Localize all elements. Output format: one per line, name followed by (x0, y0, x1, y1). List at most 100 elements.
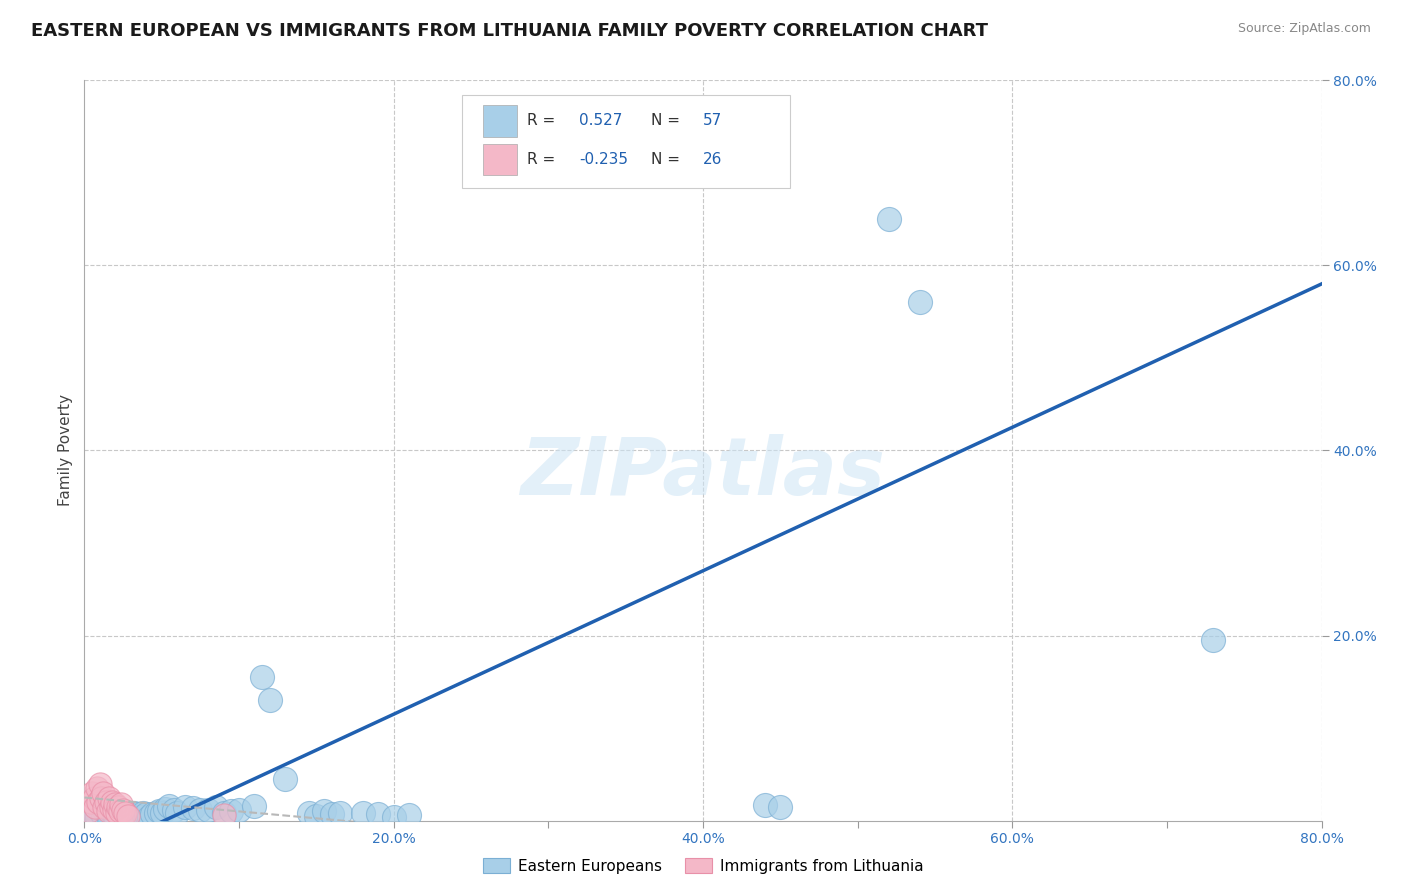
Point (104, 797, 127, 811)
Point (89, 776, 111, 791)
Point (114, 805, 136, 820)
Point (174, 799, 197, 814)
Text: 26: 26 (703, 152, 723, 167)
Point (90, 790, 112, 805)
Text: 0.527: 0.527 (579, 113, 623, 128)
Text: R =: R = (527, 113, 561, 128)
Point (83, 790, 105, 805)
Text: N =: N = (651, 113, 685, 128)
Point (100, 805, 122, 819)
FancyBboxPatch shape (461, 95, 790, 187)
Point (219, 805, 242, 819)
Point (305, 809, 328, 823)
Point (108, 805, 131, 819)
Point (108, 807, 131, 822)
Point (163, 803, 186, 817)
Point (135, 807, 157, 822)
Point (181, 800, 204, 814)
Point (96, 805, 118, 819)
Point (382, 810, 405, 824)
Point (125, 807, 148, 822)
Point (328, 806, 352, 821)
Point (107, 799, 129, 814)
Point (228, 803, 250, 817)
Point (94, 795, 117, 809)
Point (96, 806, 118, 821)
Point (243, 798, 266, 813)
Point (259, 693, 281, 707)
Text: -0.235: -0.235 (579, 152, 628, 167)
Point (93, 803, 115, 817)
FancyBboxPatch shape (482, 105, 517, 136)
Point (87, 795, 110, 809)
Text: ZIPatlas: ZIPatlas (520, 434, 886, 512)
Point (212, 806, 235, 821)
Point (129, 810, 152, 824)
Y-axis label: Family Poverty: Family Poverty (58, 394, 73, 507)
Point (117, 808, 139, 822)
Text: N =: N = (651, 152, 685, 167)
Point (122, 806, 145, 821)
Point (98, 811, 121, 825)
Point (114, 806, 136, 821)
Point (321, 807, 343, 822)
Point (77, 809, 100, 823)
Text: R =: R = (527, 152, 561, 167)
Point (104, 809, 127, 823)
Legend: Eastern Europeans, Immigrants from Lithuania: Eastern Europeans, Immigrants from Lithu… (477, 852, 929, 880)
Point (82, 806, 104, 821)
Point (86, 810, 108, 824)
Point (274, 772, 297, 786)
Point (352, 806, 374, 821)
Point (79, 795, 101, 809)
Point (77, 805, 100, 819)
Point (91, 786, 114, 800)
Point (132, 806, 155, 821)
Point (98, 790, 121, 805)
Point (141, 807, 163, 822)
Point (205, 799, 228, 814)
Point (148, 805, 170, 819)
Point (89, 805, 111, 819)
Point (212, 808, 235, 822)
Point (112, 810, 135, 824)
Point (110, 797, 132, 811)
Point (100, 799, 122, 814)
Point (112, 803, 135, 817)
Point (120, 810, 142, 824)
Point (105, 806, 128, 821)
Point (117, 809, 139, 823)
Point (367, 807, 389, 822)
Point (159, 798, 180, 813)
Point (166, 806, 188, 821)
Point (769, 799, 792, 814)
Point (188, 803, 211, 817)
Text: 57: 57 (703, 113, 723, 128)
Point (877, 212, 900, 227)
Point (908, 295, 931, 310)
Point (86, 781, 108, 796)
Point (312, 805, 335, 819)
FancyBboxPatch shape (482, 144, 517, 175)
Point (197, 804, 219, 818)
Point (103, 803, 125, 817)
Point (101, 795, 124, 809)
Point (82, 786, 104, 800)
Point (297, 806, 319, 821)
Point (145, 806, 167, 821)
Point (138, 810, 160, 824)
Point (150, 806, 173, 821)
Point (250, 670, 273, 684)
Text: EASTERN EUROPEAN VS IMMIGRANTS FROM LITHUANIA FAMILY POVERTY CORRELATION CHART: EASTERN EUROPEAN VS IMMIGRANTS FROM LITH… (31, 22, 988, 40)
Point (754, 797, 776, 812)
Point (84, 808, 107, 822)
Point (1202, 633, 1225, 648)
Point (398, 808, 420, 822)
Point (91, 808, 114, 822)
Point (103, 807, 125, 822)
Text: Source: ZipAtlas.com: Source: ZipAtlas.com (1237, 22, 1371, 36)
Point (107, 805, 129, 820)
Point (84, 799, 107, 814)
Point (153, 802, 176, 816)
Point (93, 799, 115, 814)
